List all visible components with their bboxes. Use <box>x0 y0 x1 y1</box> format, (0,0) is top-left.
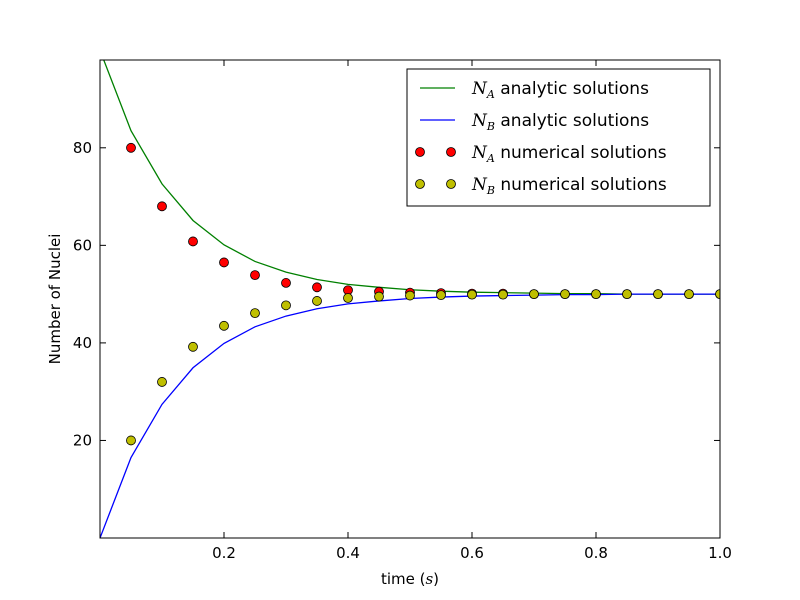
series-2-point-5 <box>281 278 291 288</box>
series-3-point-18 <box>684 289 694 300</box>
y-tick-label-0: 20 <box>73 431 92 449</box>
y-tick-label-1: 40 <box>73 334 92 352</box>
series-3-point-8 <box>374 291 384 302</box>
series-2-point-1 <box>157 201 167 212</box>
series-2-point-3 <box>219 257 229 268</box>
series-2-point-2 <box>188 236 198 247</box>
legend-label-2: NA numerical solutions <box>471 143 667 165</box>
legend-label-0: NA analytic solutions <box>471 79 649 101</box>
ticks-layer: 0.2 0.4 0.6 0.8 1.0 20 40 60 80 <box>73 60 732 562</box>
series-3-point-11 <box>467 289 477 300</box>
series-3-point-5 <box>281 300 291 311</box>
series-2-point-6 <box>312 282 322 293</box>
x-axis-label: time (s) <box>381 570 439 588</box>
series-3-point-19 <box>715 289 720 300</box>
series-3-point-3 <box>219 320 229 331</box>
x-tick-label-0: 0.2 <box>212 544 236 562</box>
legend-marker-a-2 <box>415 147 425 157</box>
series-3-point-6 <box>312 296 322 306</box>
series-3-point-12 <box>498 289 508 300</box>
series-3-point-15 <box>591 289 601 300</box>
legend-label-3: NB numerical solutions <box>471 175 667 197</box>
series-3-point-7 <box>343 293 353 303</box>
legend-marker-b-3 <box>446 179 456 189</box>
legend-box <box>406 68 711 207</box>
series-layer <box>100 60 720 538</box>
series-3-point-14 <box>560 289 570 300</box>
x-tick-label-2: 0.6 <box>460 544 484 562</box>
y-tick-label-2: 60 <box>73 236 92 254</box>
x-tick-label-4: 1.0 <box>708 544 732 562</box>
series-3-point-16 <box>622 289 632 300</box>
y-tick-label-3: 80 <box>73 139 92 157</box>
series-2-point-4 <box>250 270 260 281</box>
legend-marker-b-2 <box>446 147 456 157</box>
series-3-point-2 <box>188 341 198 352</box>
legend-label-1: NB analytic solutions <box>471 111 649 133</box>
series-3-point-13 <box>529 289 539 300</box>
plot-frame <box>99 59 721 539</box>
legend: NA analytic solutions NB analytic solutio… <box>406 68 711 207</box>
legend-marker-a-3 <box>415 179 425 189</box>
series-2-point-0 <box>126 142 136 153</box>
series-3-point-9 <box>405 290 415 301</box>
series-3-point-4 <box>250 308 260 319</box>
series-3-point-1 <box>157 377 167 387</box>
y-axis-label: Number of Nuclei <box>46 234 64 365</box>
x-tick-label-3: 0.8 <box>584 544 608 562</box>
series-3-point-10 <box>436 290 446 300</box>
series-3-point-17 <box>653 289 663 300</box>
series-3-point-0 <box>126 435 136 446</box>
x-tick-label-1: 0.4 <box>336 544 360 562</box>
